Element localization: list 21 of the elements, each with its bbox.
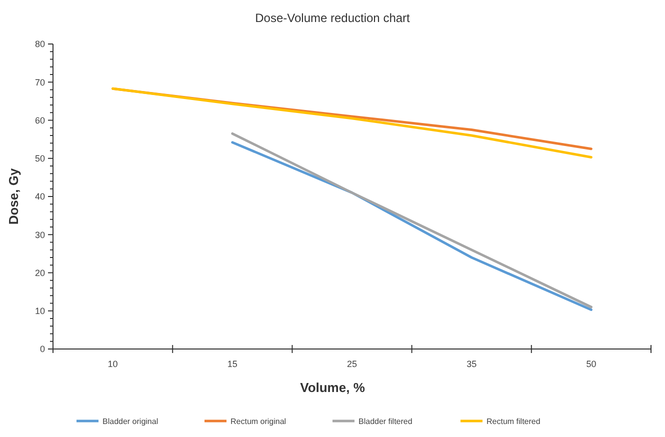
x-tick-label: 35 (466, 359, 477, 369)
legend-label: Rectum original (230, 416, 286, 426)
legend-label: Bladder filtered (358, 416, 412, 426)
y-tick-label: 50 (34, 154, 45, 164)
y-tick-label: 80 (34, 39, 45, 50)
y-tick-label: 60 (34, 115, 45, 126)
legend-label: Bladder original (102, 416, 158, 426)
y-tick-label: 10 (34, 306, 45, 316)
legend-label: Rectum filtered (486, 416, 540, 426)
y-tick-label: 40 (34, 192, 45, 202)
y-tick-label: 70 (34, 77, 45, 88)
x-axis-title: Volume, % (300, 380, 366, 395)
x-tick-label: 15 (227, 359, 238, 369)
y-tick-label: 20 (34, 268, 45, 278)
y-axis-title: Dose, Gy (6, 168, 21, 225)
x-tick-label: 10 (108, 359, 118, 369)
chart-title: Dose-Volume reduction chart (255, 11, 411, 25)
x-tick-label: 50 (586, 359, 596, 369)
y-tick-label: 30 (34, 230, 45, 240)
x-tick-label: 25 (346, 359, 358, 369)
y-tick-label: 0 (40, 344, 45, 354)
